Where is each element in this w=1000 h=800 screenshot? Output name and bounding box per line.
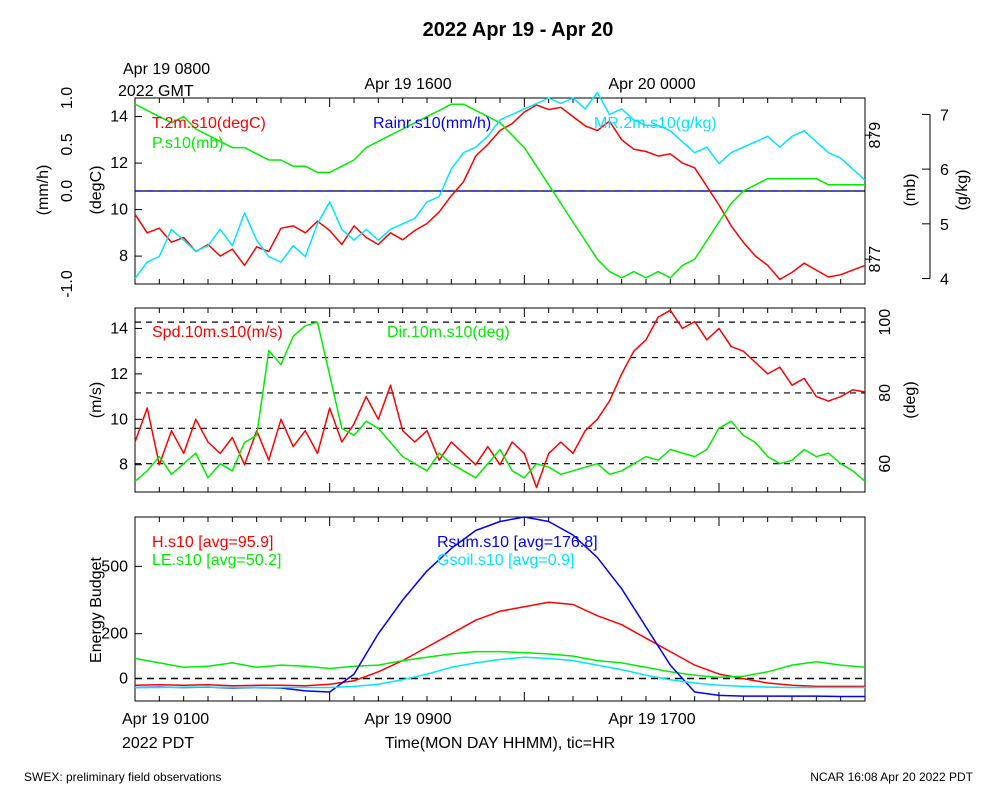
y-tick-label: 500 xyxy=(101,558,128,575)
tick-labels: -1.0 0.0 0.5 1.0 8 10 12 14 877 879 4 5 6 7 8 10 12 14 60 8… xyxy=(59,87,949,688)
series-line-cyan xyxy=(134,91,866,279)
series-line-green xyxy=(134,650,866,679)
series-line-green xyxy=(134,103,865,279)
y-tick-label: 12 xyxy=(110,366,128,383)
spd-axis-label: (m/s) xyxy=(88,382,105,418)
mr-tick-label: 5 xyxy=(940,217,949,234)
temp-axis-label: (degC) xyxy=(88,166,105,215)
rain-tick-label: 1.0 xyxy=(59,87,76,109)
dir-tick-label: 100 xyxy=(877,309,894,336)
top-axis-label-2: Apr 20 0000 xyxy=(608,76,695,93)
press-axis-label: (mb) xyxy=(902,174,919,207)
bottom-axis-label-1: Apr 19 0900 xyxy=(364,711,451,728)
bottom-axis-label-2: Apr 19 1700 xyxy=(608,711,695,728)
mr-tick-label: 7 xyxy=(940,107,949,124)
legend-rain: Rainr.s10(mm/h) xyxy=(373,115,491,132)
bottom-axis-first-label-line1: Apr 19 0100 xyxy=(122,711,209,728)
y-tick-label: 0 xyxy=(119,671,128,688)
legend-mr: MR.2m.s10(g/kg) xyxy=(594,115,717,132)
y-tick-label: 10 xyxy=(110,411,128,428)
legend-le: LE.s10 [avg=50.2] xyxy=(152,552,281,569)
press-tick-label: 879 xyxy=(867,122,884,149)
series-lines xyxy=(134,91,866,698)
bottom-axis-first-label-line2: 2022 PDT xyxy=(122,735,194,752)
dir-tick-label: 60 xyxy=(877,455,894,473)
legend-temp: T.2m.s10(degC) xyxy=(152,115,266,132)
y-tick-label: 12 xyxy=(110,155,128,172)
y-tick-label: 10 xyxy=(110,202,128,219)
legend-h: H.s10 [avg=95.9] xyxy=(152,534,273,551)
top-axis-first-label-line2: 2022 GMT xyxy=(118,83,194,100)
rain-axis-label: (mm/h) xyxy=(35,165,52,216)
x-axis-title: Time(MON DAY HHMM), tic=HR xyxy=(385,735,615,752)
axis-ticks xyxy=(134,98,931,701)
y-tick-label: 14 xyxy=(110,320,128,337)
legend-dir: Dir.10m.s10(deg) xyxy=(387,324,510,341)
y-tick-label: 8 xyxy=(119,457,128,474)
energy-axis-label: Energy Budget xyxy=(88,557,105,663)
y-tick-label: 200 xyxy=(101,626,128,643)
series-line-red xyxy=(134,601,865,688)
series-line-cyan xyxy=(135,656,865,689)
top-axis-label-1: Apr 19 1600 xyxy=(364,76,451,93)
legend-spd: Spd.10m.s10(m/s) xyxy=(152,324,283,341)
mr-axis-label: (g/kg) xyxy=(954,170,971,211)
series-line-red xyxy=(134,104,866,281)
top-axis-first-label-line1: Apr 19 0800 xyxy=(123,61,210,78)
dir-tick-label: 80 xyxy=(877,384,894,402)
dir-axis-label: (deg) xyxy=(902,381,919,418)
mr-tick-label: 4 xyxy=(940,272,949,289)
legend-rsum: Rsum.s10 [avg=176.8] xyxy=(437,534,598,551)
chart-title: 2022 Apr 19 - Apr 20 xyxy=(423,19,614,41)
y-tick-label: 8 xyxy=(119,248,128,265)
press-tick-label: 877 xyxy=(867,246,884,273)
footer-right: NCAR 16:08 Apr 20 2022 PDT xyxy=(810,770,973,784)
rain-tick-label: -1.0 xyxy=(59,270,76,298)
legend-press: P.s10(mb) xyxy=(152,135,224,152)
legend-gsoil: Gsoil.s10 [avg=0.9] xyxy=(437,552,574,569)
series-line-green xyxy=(134,321,866,482)
rain-tick-label: 0.0 xyxy=(59,180,76,202)
mr-tick-label: 6 xyxy=(940,162,949,179)
y-tick-label: 14 xyxy=(110,109,128,126)
rain-tick-label: 0.5 xyxy=(59,133,76,155)
footer-left: SWEX: preliminary field observations xyxy=(24,770,221,784)
